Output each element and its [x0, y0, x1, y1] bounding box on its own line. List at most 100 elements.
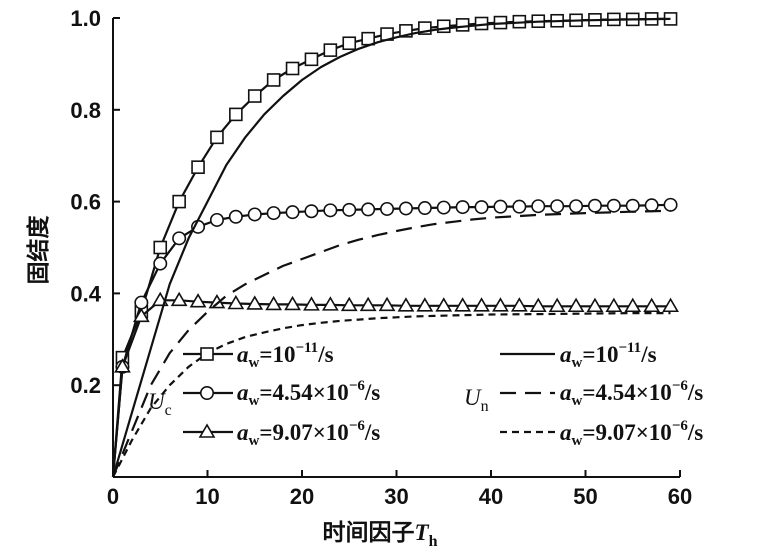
circle-marker	[512, 199, 527, 214]
circle-marker	[569, 199, 584, 214]
legend-uc-1-label: aw=10−11/s	[237, 340, 334, 371]
y-tick-label: 0.6	[70, 190, 101, 215]
legend-un-1-label: aw=10−11/s	[560, 340, 657, 371]
circle-marker	[209, 212, 224, 227]
circle-marker	[493, 199, 508, 214]
legend-uc-label: Uc	[148, 389, 172, 419]
x-tick-label: 30	[384, 484, 408, 509]
axes: 0 10 20 30 40 50 60 0.2 0.4 0.6 0.8 1.0	[70, 6, 692, 509]
series-uc-2	[111, 197, 678, 478]
legend-square-marker	[200, 347, 214, 361]
triangle-marker	[643, 297, 661, 313]
triangle-marker	[435, 297, 453, 312]
circle-marker	[625, 198, 640, 213]
circle-marker	[247, 207, 262, 222]
square-marker	[285, 61, 300, 76]
legend-un-label: Un	[464, 385, 489, 415]
circle-marker	[644, 198, 659, 213]
legend-uc-3-label: aw=9.07×10−6/s	[237, 418, 380, 449]
x-axis-title: 时间因子Th	[323, 520, 438, 550]
square-marker	[229, 107, 243, 122]
triangle-marker	[567, 297, 585, 313]
triangle-marker	[492, 297, 509, 312]
triangle-marker	[246, 295, 264, 310]
circle-marker	[455, 200, 470, 215]
circle-marker	[380, 201, 395, 216]
circle-marker	[266, 206, 281, 221]
legend: Uc Un aw=10−11/s aw=4.54×10−6/s aw=9.07×…	[148, 340, 703, 449]
x-tick-label: 10	[195, 484, 219, 509]
triangle-marker	[284, 295, 301, 311]
triangle-marker	[454, 297, 472, 312]
series-uc-1	[111, 12, 678, 478]
square-marker	[247, 89, 262, 103]
x-tick-label: 20	[290, 484, 314, 509]
square-marker	[153, 240, 168, 255]
circle-marker	[153, 256, 168, 271]
square-marker	[361, 31, 375, 46]
circle-marker	[134, 295, 149, 310]
circle-marker	[417, 201, 432, 216]
triangle-marker	[170, 291, 188, 307]
circle-marker	[285, 205, 300, 220]
triangle-marker	[265, 295, 283, 311]
circle-marker	[304, 204, 319, 219]
legend-un-2-label: aw=4.54×10−6/s	[560, 378, 703, 409]
legend-circle-marker	[200, 385, 215, 400]
circle-marker	[663, 197, 678, 212]
triangle-marker	[359, 296, 377, 312]
circle-marker	[361, 202, 376, 217]
triangle-marker	[132, 307, 150, 323]
y-tick-label: 0.2	[70, 373, 101, 398]
square-marker	[191, 160, 205, 174]
y-tick-label: 1.0	[70, 6, 101, 31]
square-marker	[172, 194, 186, 209]
triangle-marker	[548, 297, 566, 313]
triangle-marker	[378, 296, 396, 312]
triangle-marker	[529, 297, 547, 313]
legend-triangle-marker	[198, 423, 216, 438]
legend-un-3-label: aw=9.07×10−6/s	[560, 418, 703, 449]
triangle-marker	[416, 297, 434, 312]
square-marker	[210, 130, 224, 145]
series-un-1	[111, 17, 671, 478]
series-uc-3	[111, 291, 679, 478]
series-layer	[111, 12, 679, 478]
circle-marker	[531, 199, 546, 214]
triangle-marker	[473, 297, 490, 312]
triangle-marker	[340, 296, 358, 312]
circle-marker	[587, 198, 602, 213]
triangle-marker	[510, 297, 528, 312]
triangle-marker	[586, 297, 604, 313]
triangle-marker	[303, 296, 320, 311]
x-tick-label: 50	[573, 484, 597, 509]
y-axis-title: 固结度	[25, 215, 52, 285]
triangle-marker	[321, 296, 339, 311]
triangle-marker	[189, 293, 207, 308]
x-tick-label: 0	[107, 484, 119, 509]
triangle-marker	[227, 294, 245, 310]
triangle-marker	[397, 297, 415, 312]
x-tick-label: 60	[668, 484, 692, 509]
series-line	[111, 17, 671, 478]
circle-marker	[474, 200, 489, 215]
square-marker	[342, 36, 357, 51]
triangle-marker	[114, 358, 131, 373]
triangle-marker	[624, 297, 642, 313]
square-marker	[304, 52, 319, 67]
circle-marker	[550, 199, 565, 214]
square-marker	[266, 73, 281, 87]
circle-marker	[342, 202, 357, 217]
legend-uc-2-label: aw=4.54×10−6/s	[237, 378, 380, 409]
x-tick-label: 40	[479, 484, 503, 509]
circle-marker	[228, 209, 243, 224]
square-marker	[455, 18, 470, 32]
series-un-3	[112, 312, 671, 478]
series-line	[112, 312, 671, 478]
circle-marker	[398, 201, 413, 216]
circle-marker	[606, 198, 621, 213]
triangle-marker	[662, 297, 679, 313]
triangle-marker	[605, 297, 623, 313]
y-tick-label: 0.8	[70, 98, 101, 123]
